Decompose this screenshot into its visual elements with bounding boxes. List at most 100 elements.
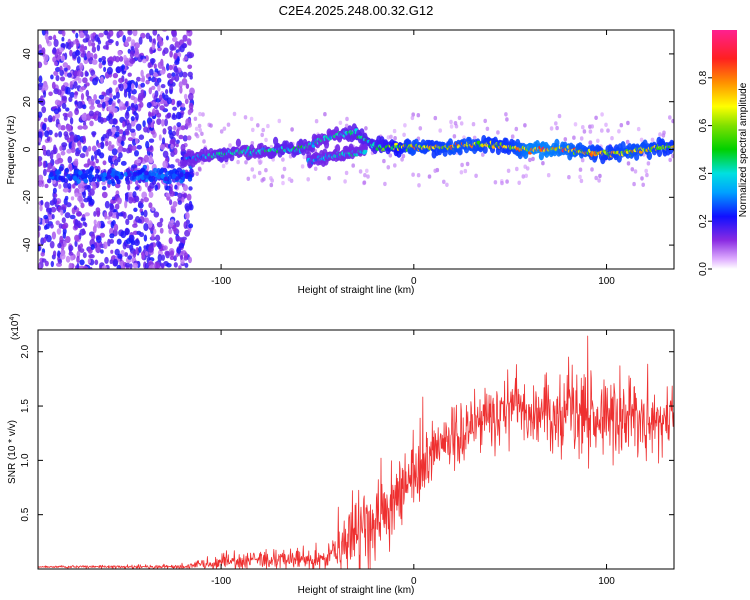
heatmap-faint-cell [510,134,515,139]
heatmap-noise-cell [163,47,169,54]
heatmap-noise-cell [44,260,49,267]
heatmap-faint-cell [671,153,674,159]
heatmap-noise-cell [106,66,113,75]
heatmap-band-cell [179,178,184,184]
heatmap-noise-cell [166,72,172,79]
heatmap-band-cell [187,176,193,182]
heatmap-noise-cell [151,58,155,66]
heatmap-noise-cell [69,49,73,57]
heatmap-noise-cell [51,214,55,220]
heatmap-noise-cell [171,46,177,51]
heatmap-noise-cell [116,147,123,154]
heatmap-noise-cell [170,205,176,210]
heatmap-noise-cell [60,55,65,62]
heatmap-noise-cell [69,41,74,48]
heatmap-faint-cell [411,172,415,177]
heatmap-noise-cell [175,128,180,137]
heatmap-faint-cell [457,115,462,121]
heatmap-noise-cell [188,52,195,58]
heatmap-band-cell [184,174,189,180]
heatmap-band-cell [78,170,83,176]
heatmap-noise-cell [112,118,118,125]
heatmap-noise-cell [132,250,137,258]
heatmap-noise-cell [87,145,92,152]
heatmap-noise-cell [83,197,89,203]
heatmap-noise-cell [148,191,154,199]
heatmap-noise-cell [60,250,64,257]
heatmap-noise-cell [166,263,172,268]
heatmap-noise-cell [169,89,173,95]
heatmap-noise-cell [95,99,101,105]
heatmap-noise-cell [116,264,122,269]
heatmap-noise-cell [148,138,155,143]
heatmap-noise-cell [41,106,47,114]
heatmap-faint-cell [619,123,624,128]
heatmap-noise-cell [170,143,174,150]
snr-y-tick-label: 2.0 [20,344,31,358]
heatmap-noise-cell [82,252,87,259]
heatmap-noise-cell [92,182,97,191]
heatmap-noise-cell [63,115,68,121]
heatmap-noise-cell [104,212,108,220]
heatmap-noise-cell [169,164,175,169]
heatmap-noise-cell [44,234,49,239]
heatmap-noise-cell [148,35,153,43]
heatmap-faint-cell [282,166,287,172]
heatmap-noise-cell [166,97,172,105]
heatmap-noise-cell [91,145,97,152]
heatmap-noise-cell [170,151,175,157]
heatmap-faint-cell [400,157,404,162]
heatmap-band-cell [74,169,79,175]
heatmap-noise-cell [156,221,163,228]
heatmap-noise-cell [121,64,125,71]
heatmap-noise-cell [88,110,94,117]
heatmap-band-cell [129,175,135,181]
heatmap-noise-cell [140,89,145,94]
heatmap-noise-cell [188,223,194,229]
heatmap-faint-cell [314,119,319,124]
heatmap-faint-cell [472,135,477,140]
heatmap-noise-cell [153,63,157,69]
heatmap-faint-cell [604,122,608,128]
snr-y-tick-label: 1.0 [20,453,31,467]
heatmap-noise-cell [134,195,140,203]
heatmap-band-cell [156,174,161,180]
heatmap-noise-cell [53,70,59,76]
snr-x-tick-label: 0 [411,576,417,587]
heatmap-noise-cell [118,30,124,37]
heatmap-noise-cell [107,60,113,67]
heatmap-noise-cell [44,183,49,189]
heatmap-noise-cell [83,121,87,126]
heatmap-noise-cell [145,251,149,256]
heatmap-faint-cell [496,130,500,135]
heatmap-band-cell [107,174,112,180]
colorbar-tick-label: 0.2 [698,214,709,228]
heatmap-faint-cell [197,166,202,171]
heatmap-noise-cell [131,164,138,169]
heatmap-noise-cell [66,202,72,208]
heatmap-noise-cell [100,76,104,84]
heatmap-noise-cell [76,40,80,47]
heatmap-noise-cell [87,258,91,264]
heatmap-noise-cell [179,45,185,53]
heatmap-ridge-cell [363,149,368,154]
heatmap-noise-cell [84,70,88,77]
heatmap-noise-cell [82,265,89,269]
heatmap-noise-cell [65,107,70,112]
heatmap-noise-cell [82,38,88,43]
heatmap-faint-cell [393,136,397,141]
snr-y-tick-label: 1.5 [20,399,31,413]
heatmap-noise-cell [161,137,166,145]
heatmap-noise-cell [97,39,102,45]
heatmap-x-tick-label: -100 [211,276,231,287]
heatmap-noise-cell [62,112,68,117]
heatmap-faint-cell [290,127,294,132]
heatmap-noise-cell [100,136,105,142]
heatmap-noise-cell [126,147,131,154]
heatmap-noise-cell [85,149,89,157]
heatmap-faint-cell [417,183,421,188]
heatmap-noise-cell [76,101,83,109]
heatmap-noise-cell [138,134,145,140]
heatmap-noise-cell [103,241,108,250]
heatmap-noise-cell [130,145,137,151]
